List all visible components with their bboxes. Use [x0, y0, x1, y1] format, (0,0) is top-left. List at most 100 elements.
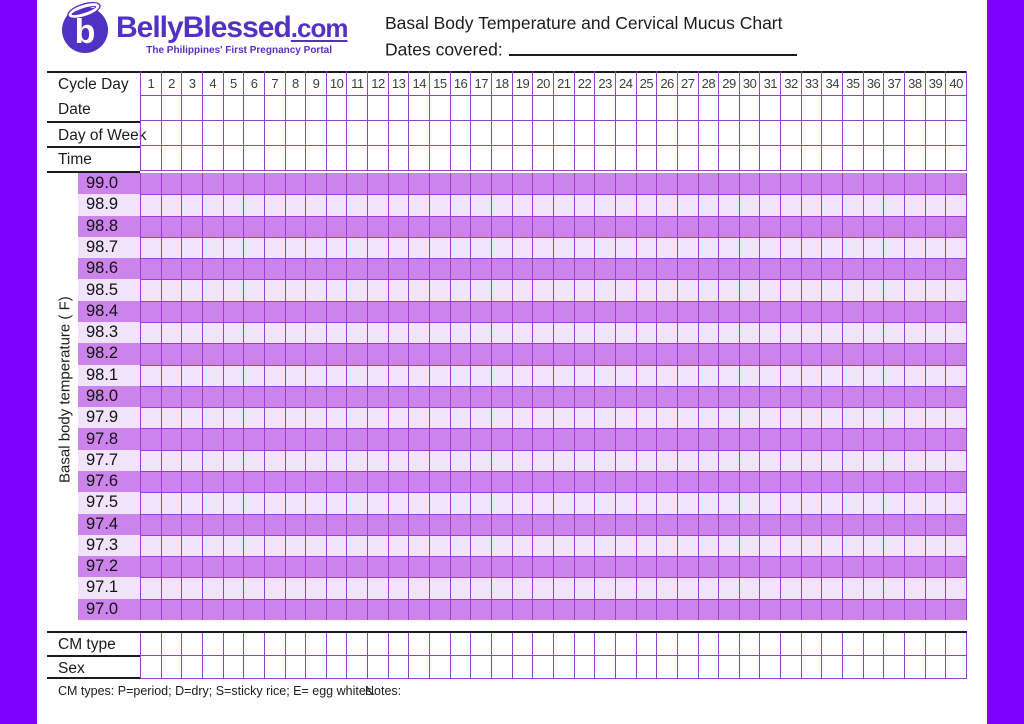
- temperature-cell: [883, 259, 904, 280]
- temperature-cells: [140, 428, 967, 450]
- temperature-cell: [511, 301, 533, 322]
- sex-cell: [676, 656, 698, 678]
- temperature-cell: [325, 280, 347, 301]
- sex-cell: [449, 656, 471, 678]
- temperature-value-label: 97.8: [86, 429, 119, 448]
- temperature-cell: [470, 344, 491, 365]
- temperature-value-label: 97.9: [86, 408, 119, 427]
- temperature-cell: [594, 408, 615, 429]
- temperature-cell: [532, 173, 553, 195]
- temperature-cell: [491, 471, 512, 493]
- temperature-cell: [346, 195, 367, 216]
- cm-type-cell: [718, 633, 739, 655]
- temperature-cell: [491, 535, 512, 557]
- cycle-day-cell: 14: [408, 71, 429, 95]
- day-of-week-cell: [243, 121, 264, 145]
- temperature-cell: [800, 557, 822, 578]
- temperature-cell: [243, 216, 264, 237]
- cycle-day-cell: 23: [594, 71, 615, 95]
- temperature-value-label: 98.1: [86, 365, 119, 384]
- temperature-cell: [491, 322, 512, 344]
- temperature-cell: [346, 493, 367, 514]
- temperature-cell: [883, 514, 904, 535]
- temperature-cell: [449, 514, 471, 535]
- temperature-cell: [945, 471, 966, 493]
- temperature-cell: [780, 429, 801, 450]
- temperature-cell: [862, 408, 884, 429]
- cm-type-row: [140, 633, 966, 655]
- day-of-week-cell: [697, 121, 719, 145]
- temperature-cell: [346, 301, 367, 322]
- temperature-cell: [552, 557, 574, 578]
- temperature-cell: [160, 322, 182, 344]
- day-of-week-cell: [656, 121, 677, 145]
- temperature-cell: [325, 365, 347, 386]
- temperature-cell: [201, 216, 223, 237]
- temperature-cell: [738, 429, 760, 450]
- temperature-cell: [821, 493, 842, 514]
- temperature-cell: [140, 344, 161, 365]
- time-cell: [284, 146, 306, 170]
- cm-types-legend: CM types: P=period; D=dry; S=sticky rice…: [58, 684, 376, 698]
- cycle-day-cell: 22: [573, 71, 595, 95]
- day-of-week-cell: [883, 121, 904, 145]
- temperature-cell: [201, 280, 223, 301]
- temperature-cell: [429, 599, 450, 620]
- temperature-cell: [800, 599, 822, 620]
- temperature-cell: [904, 365, 925, 386]
- cycle-day-cell: 39: [924, 71, 946, 95]
- temperature-cell: [821, 429, 842, 450]
- temperature-cell: [697, 195, 719, 216]
- temperature-cell: [491, 493, 512, 514]
- temperature-cell: [140, 173, 161, 195]
- temperature-cell: [429, 535, 450, 557]
- temperature-cell: [305, 237, 326, 259]
- temperature-cell: [408, 578, 429, 599]
- temperature-cell: [408, 493, 429, 514]
- temperature-cell: [140, 578, 161, 599]
- temperature-cell: [738, 386, 760, 408]
- day-of-week-cell: [140, 121, 161, 145]
- temperature-value-label: 98.5: [86, 280, 119, 299]
- temperature-cell: [800, 386, 822, 408]
- temperature-cell: [821, 173, 842, 195]
- temperature-cell: [635, 344, 657, 365]
- temperature-cell: [222, 365, 244, 386]
- temperature-cell: [346, 365, 367, 386]
- temperature-cell: [552, 599, 574, 620]
- temperature-cell: [470, 429, 491, 450]
- temperature-cell: [429, 408, 450, 429]
- temperature-cell: [883, 173, 904, 195]
- date-cell: [284, 96, 306, 120]
- temperature-cell: [470, 471, 491, 493]
- temperature-cell: [594, 365, 615, 386]
- temperature-cell: [470, 195, 491, 216]
- temperature-cell: [346, 599, 367, 620]
- temperature-cell: [862, 599, 884, 620]
- sex-cell: [635, 656, 657, 678]
- temperature-cell: [780, 216, 801, 237]
- temperature-cell: [511, 535, 533, 557]
- temperature-cell: [140, 535, 161, 557]
- temperature-cell: [532, 493, 553, 514]
- temperature-cell: [656, 344, 677, 365]
- temperature-cell: [924, 301, 946, 322]
- temperature-row: 98.0: [78, 385, 967, 408]
- temperature-row: 99.0: [78, 173, 967, 195]
- temperature-cell: [263, 195, 285, 216]
- temperature-cell: [738, 599, 760, 620]
- temperature-cell: [759, 344, 780, 365]
- cycle-day-cell: 17: [470, 71, 491, 95]
- cm-type-cell: [842, 633, 863, 655]
- temperature-cell: [945, 493, 966, 514]
- temperature-cell: [449, 386, 471, 408]
- temperature-row: 97.9: [78, 407, 967, 429]
- temperature-cell: [511, 450, 533, 471]
- cycle-day-cell: 4: [201, 71, 223, 95]
- temperature-cell: [842, 535, 863, 557]
- temperature-value-label: 97.2: [86, 557, 119, 576]
- sex-cell: [408, 656, 429, 678]
- temperature-cell: [532, 471, 553, 493]
- sex-cell: [573, 656, 595, 678]
- temperature-cell: [511, 173, 533, 195]
